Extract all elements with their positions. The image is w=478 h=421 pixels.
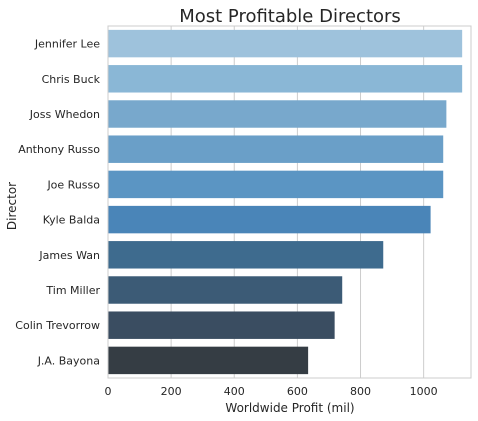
- y-tick-label: Tim Miller: [45, 284, 100, 297]
- bar: [108, 100, 447, 128]
- x-tick-label: 200: [161, 385, 182, 398]
- bar: [108, 346, 309, 375]
- x-tick-label: 400: [224, 385, 245, 398]
- x-tick-label: 600: [287, 385, 308, 398]
- chart-title: Most Profitable Directors: [179, 6, 401, 27]
- bars: [108, 29, 463, 375]
- plot-area: [107, 25, 472, 379]
- bar: [108, 135, 444, 163]
- y-axis-label: Director: [5, 182, 19, 230]
- bar: [108, 311, 335, 339]
- bar: [108, 65, 463, 93]
- bar: [108, 205, 431, 234]
- y-tick-label: Kyle Balda: [43, 214, 100, 227]
- y-tick-label: Joss Whedon: [29, 108, 100, 121]
- y-tick-label: Jennifer Lee: [34, 38, 100, 51]
- x-tick-labels: 0 200 400 600 800 1000: [105, 385, 438, 398]
- y-tick-labels: Jennifer Lee Chris Buck Joss Whedon Anthony…: [15, 38, 100, 368]
- y-tick-label: Chris Buck: [42, 73, 101, 86]
- bar: [108, 276, 343, 304]
- bar: [108, 170, 444, 199]
- bar: [108, 29, 463, 58]
- y-tick-label: Colin Trevorrow: [15, 319, 100, 332]
- x-axis-label: Worldwide Profit (mil): [225, 401, 354, 415]
- bar: [108, 241, 384, 269]
- x-tick-label: 1000: [410, 385, 438, 398]
- y-tick-label: James Wan: [38, 249, 100, 262]
- y-tick-label: Joe Russo: [46, 178, 100, 191]
- plot-frame: [107, 25, 472, 379]
- x-tick-label: 800: [350, 385, 371, 398]
- y-tick-label: J.A. Bayona: [37, 354, 100, 367]
- y-tick-label: Anthony Russo: [18, 143, 100, 156]
- x-tick-label: 0: [105, 385, 112, 398]
